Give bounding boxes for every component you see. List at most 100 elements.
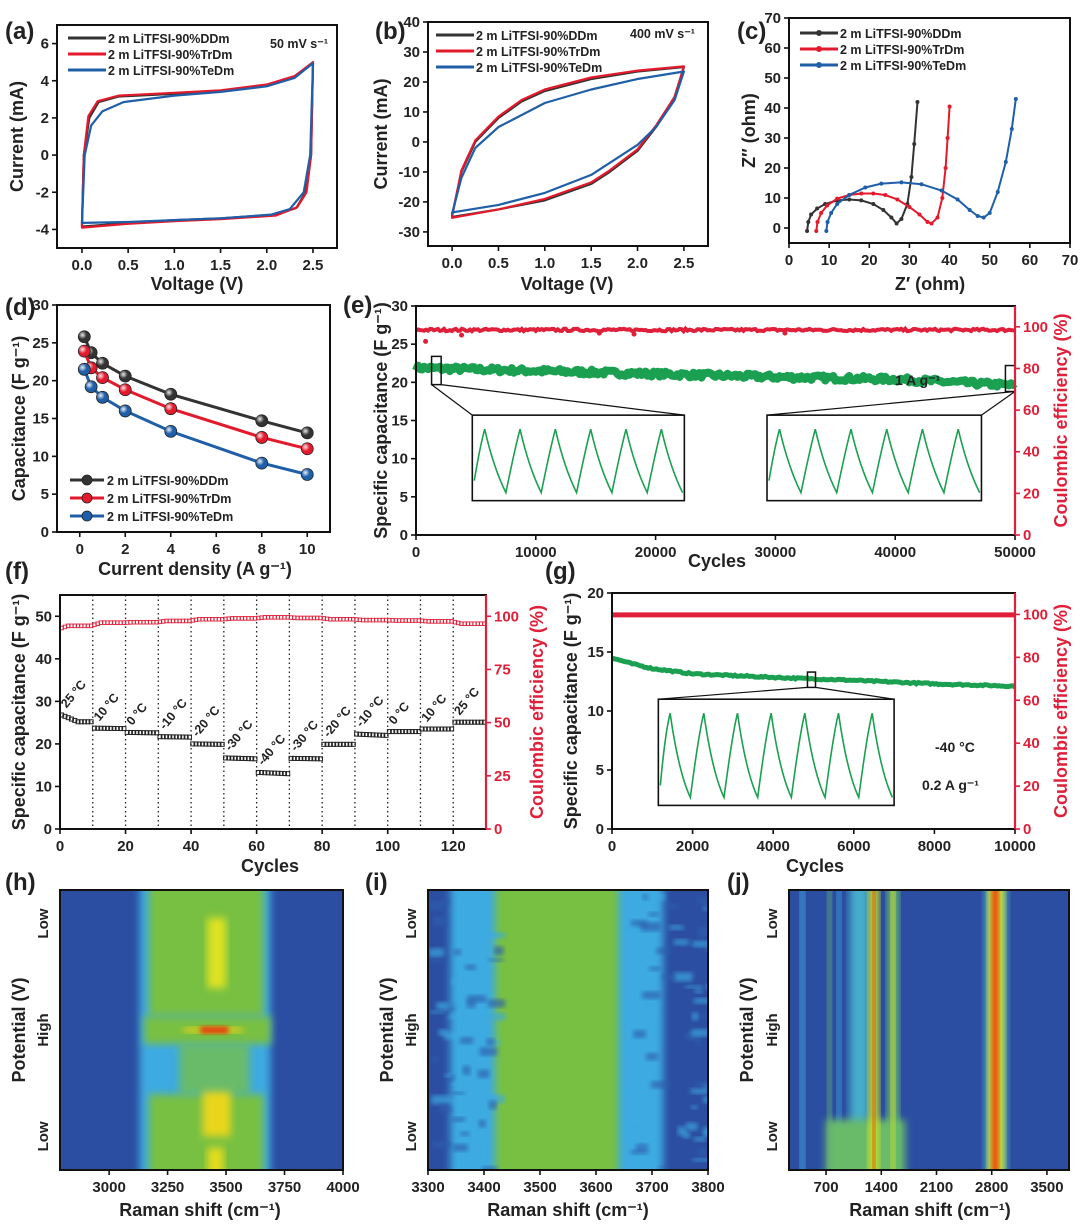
heatmap-noise <box>697 1148 708 1156</box>
y2-tick-label: 100 <box>1023 319 1048 336</box>
panel-label: (h) <box>5 869 36 896</box>
plot-area <box>59 595 487 829</box>
y-tick-label: 5 <box>400 489 408 506</box>
data-point <box>847 197 852 202</box>
capacitance-point <box>445 726 451 732</box>
heatmap-noise <box>466 1085 484 1091</box>
y-tick-label: 30 <box>32 297 49 314</box>
heatmap-noise <box>691 1029 708 1037</box>
capacitance-point <box>272 770 278 776</box>
capacitance-point <box>419 726 425 732</box>
data-point-highlight <box>301 426 314 439</box>
capacitance-point <box>147 730 153 736</box>
data-point-highlight <box>96 391 109 404</box>
y-tick-label: 40 <box>403 14 420 31</box>
capacitance-point <box>232 755 238 761</box>
heatmap-noise <box>451 978 458 985</box>
heatmap-noise <box>447 1075 455 1082</box>
y2-axis-label: Coulombic efficiency (%) <box>527 605 547 819</box>
capacitance-point <box>360 731 366 737</box>
data-point <box>871 202 876 206</box>
x-tick-label: 0.5 <box>488 255 509 272</box>
x-tick-label: 70 <box>1062 252 1079 269</box>
capacitance-point <box>65 715 71 721</box>
heatmap-noise <box>632 1092 651 1098</box>
panel-c <box>784 17 1071 248</box>
heatmap-noise <box>697 1013 708 1019</box>
y-tick-label: 30 <box>403 44 420 61</box>
capacitance-point <box>458 719 464 725</box>
ce-series <box>415 325 1016 335</box>
x-tick-label: 0 <box>608 838 616 855</box>
capacitance-point <box>331 741 337 747</box>
heatmap-noise <box>466 1000 476 1008</box>
heatmap-noise <box>453 1079 471 1087</box>
data-point <box>835 196 840 201</box>
capacitance-point <box>134 730 140 736</box>
heatmap-band <box>991 890 999 1170</box>
capacitance-point <box>213 741 219 747</box>
heatmap-noise <box>695 1040 702 1046</box>
heatmap-noise <box>642 894 650 900</box>
x-tick-label: 1.5 <box>581 255 602 272</box>
x-tick-label: 0 <box>76 541 84 558</box>
plot-frame <box>59 889 344 1171</box>
data-point <box>940 196 945 200</box>
capacitance-point <box>291 755 297 761</box>
x-tick-label: 0.0 <box>72 257 93 274</box>
y-tick-label: 15 <box>32 411 49 428</box>
data-point <box>995 190 1000 194</box>
y-tick-label: 6 <box>41 36 49 53</box>
x-tick-label: 1.0 <box>534 255 555 272</box>
capacitance-point <box>105 725 111 731</box>
heatmap-noise <box>479 1047 498 1056</box>
heatmap-noise <box>473 1062 486 1071</box>
capacitance-point <box>449 726 455 732</box>
heatmap-noise <box>460 1131 470 1136</box>
heatmap-noise <box>665 903 679 910</box>
capacitance-point <box>281 771 287 777</box>
temperature-label: 25 °C <box>451 685 482 718</box>
capacitance-point <box>216 741 222 747</box>
temperature-label: 10 °C <box>419 692 450 725</box>
capacitance-point <box>62 713 68 719</box>
temperature-label: 25 °C <box>58 677 89 710</box>
heatmap-noise <box>494 946 504 955</box>
capacitance-point <box>236 755 242 761</box>
legend-marker <box>81 474 93 486</box>
legend-entry: 2 m LiTFSI-90%TeDm <box>107 510 233 524</box>
data-point-highlight <box>255 414 268 427</box>
heatmap-noise <box>641 922 661 932</box>
heatmap-noise <box>433 917 446 926</box>
heatmap-noise <box>451 1091 465 1095</box>
heatmap-noise <box>448 1014 465 1020</box>
plot-area <box>451 65 686 219</box>
x-tick-label: 4000 <box>326 1179 359 1196</box>
y-tick-label: 5 <box>41 486 49 503</box>
heatmap-noise <box>435 1009 443 1013</box>
heatmap-noise <box>487 999 506 1008</box>
data-point-highlight <box>255 431 268 444</box>
heatmap-noise <box>662 974 676 980</box>
data-point <box>943 166 948 170</box>
x-tick-label: 3800 <box>691 1179 724 1196</box>
heatmap-band <box>202 1091 231 1137</box>
heatmap-noise <box>459 1037 474 1044</box>
y-tick-label: -10 <box>398 164 420 181</box>
heatmap-noise <box>688 1033 704 1040</box>
cv-curve <box>451 65 686 219</box>
heatmap-noise <box>438 1029 448 1036</box>
y2-axis-label: Coulombic efficiency (%) <box>1051 604 1071 818</box>
x-tick-label: 0.0 <box>442 255 463 272</box>
gcd-curve <box>659 713 894 801</box>
capacitance-point <box>167 734 173 740</box>
x-tick-label: 4 <box>167 541 176 558</box>
temperature-label: -30 °C <box>222 717 256 753</box>
heatmap <box>428 890 708 1170</box>
y-tick-label: 30 <box>764 130 781 147</box>
capacitance-point <box>399 729 405 735</box>
y-axis-label: Specific capacitance (F g⁻¹) <box>561 593 581 830</box>
temperature-label: -30 °C <box>288 718 322 754</box>
x-tick-label: 700 <box>814 1179 839 1196</box>
ce-outlier <box>423 338 429 344</box>
